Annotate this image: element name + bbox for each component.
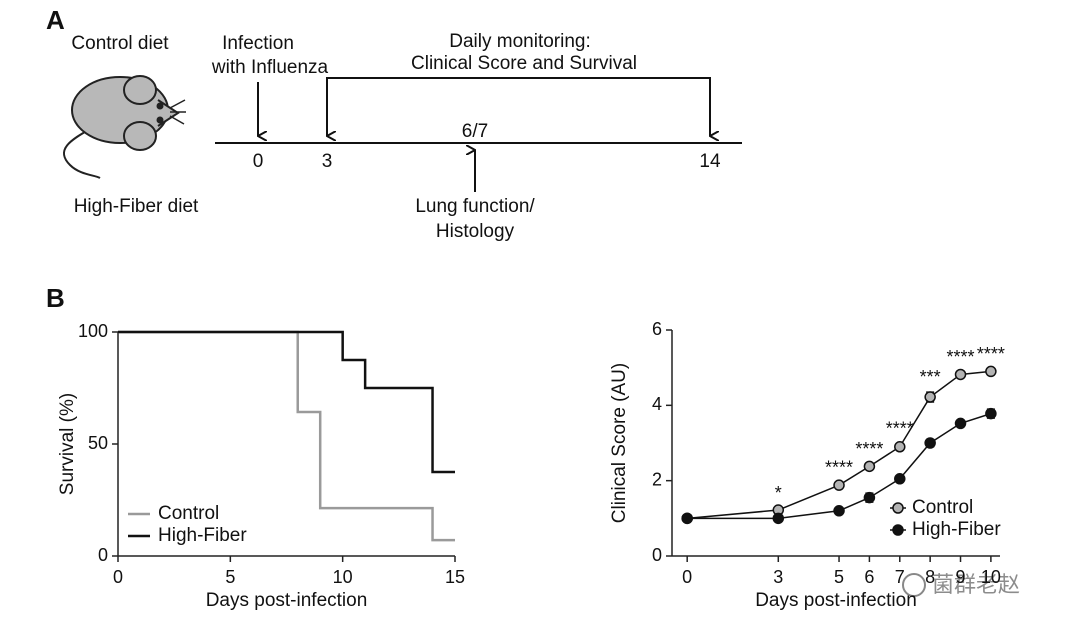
x-tick-label: 9 [956, 567, 966, 587]
event-label: Lung function/ [415, 196, 535, 217]
y-axis-title: Clinical Score (AU) [609, 363, 630, 523]
marker [894, 441, 906, 453]
series-line [118, 330, 455, 542]
marker [681, 512, 693, 525]
panel-label: A [46, 5, 65, 35]
x-tick-label: 15 [445, 567, 465, 587]
y-tick-label: 2 [652, 469, 662, 489]
x-axis-title: Days post-infection [206, 590, 368, 611]
x-tick-label: 7 [895, 567, 905, 587]
legend-label: Control [158, 503, 219, 524]
x-tick-label: 5 [225, 567, 235, 587]
y-tick-label: 4 [652, 394, 662, 414]
event-label: with Influenza [211, 57, 329, 78]
timeline-label: 0 [253, 151, 264, 172]
significance-label: **** [825, 458, 853, 478]
y-tick-label: 50 [88, 433, 108, 453]
x-tick-label: 10 [981, 567, 1001, 587]
series-line [687, 370, 991, 520]
y-tick-label: 100 [78, 321, 108, 341]
timeline-label: 3 [322, 151, 333, 172]
legend-label: High-Fiber [912, 519, 1001, 540]
y-tick-label: 6 [652, 319, 662, 339]
legend-label: Control [912, 497, 973, 518]
marker [954, 417, 967, 430]
x-tick-label: 0 [113, 567, 123, 587]
series-line [118, 330, 455, 474]
significance-label: **** [977, 344, 1005, 364]
significance-label: * [775, 483, 782, 503]
diet-label: High-Fiber diet [74, 196, 199, 217]
marker [954, 368, 967, 381]
timeline [215, 77, 742, 192]
marker [924, 391, 936, 403]
watermark: 菌群老赵 [902, 572, 1020, 597]
watermark-text: 菌群老赵 [932, 572, 1020, 597]
diet-label: Control diet [71, 33, 169, 54]
event-label: Daily monitoring: [449, 31, 591, 52]
timeline-label: 6/7 [462, 121, 488, 142]
marker [772, 512, 785, 525]
significance-label: **** [886, 419, 914, 439]
timeline-label: 14 [699, 151, 721, 172]
significance-label: **** [855, 439, 883, 459]
mouse-icon [63, 75, 186, 179]
marker [924, 437, 936, 449]
y-tick-label: 0 [98, 545, 108, 565]
marker [863, 491, 876, 504]
event-label: Clinical Score and Survival [411, 53, 637, 74]
x-tick-label: 5 [834, 567, 844, 587]
marker [863, 460, 876, 473]
event-label: Histology [436, 221, 515, 242]
marker [985, 407, 997, 420]
legend-label: High-Fiber [158, 525, 247, 546]
significance-label: *** [920, 367, 941, 387]
marker [894, 473, 906, 485]
x-tick-label: 6 [864, 567, 874, 587]
legend-marker [892, 502, 904, 514]
legend-marker [892, 524, 904, 536]
x-tick-label: 3 [773, 567, 783, 587]
y-tick-label: 0 [652, 545, 662, 565]
panel-label: B [46, 283, 65, 313]
y-axis-title: Survival (%) [57, 393, 78, 495]
x-tick-label: 8 [925, 567, 935, 587]
event-label: Infection [222, 33, 294, 54]
marker [833, 479, 845, 491]
significance-label: **** [947, 347, 975, 367]
marker [833, 505, 845, 517]
x-tick-label: 10 [333, 567, 353, 587]
x-axis-title: Days post-infection [755, 590, 917, 611]
x-tick-label: 0 [682, 567, 692, 587]
series-line [687, 412, 992, 520]
marker [985, 365, 997, 378]
